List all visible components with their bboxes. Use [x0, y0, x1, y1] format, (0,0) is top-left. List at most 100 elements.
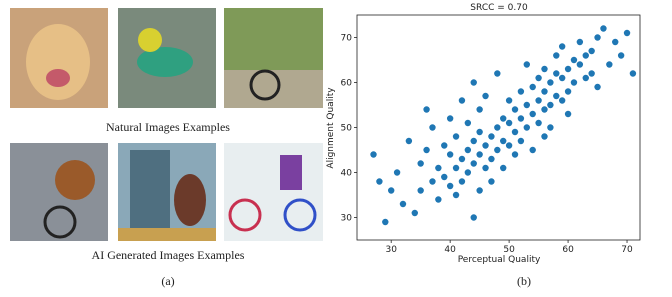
point [447, 151, 453, 157]
point [541, 133, 547, 139]
point [423, 106, 429, 112]
point [535, 97, 541, 103]
point [624, 30, 630, 36]
point [524, 124, 530, 130]
x-tick-label: 40 [444, 245, 456, 255]
x-tick-label: 60 [562, 245, 574, 255]
point [476, 187, 482, 193]
point [588, 70, 594, 76]
point [500, 115, 506, 121]
point [435, 165, 441, 171]
point [565, 88, 571, 94]
point [541, 106, 547, 112]
y-tick-label: 70 [341, 34, 353, 44]
point [429, 178, 435, 184]
point [571, 57, 577, 63]
figure: Natural Images Examples AI Generated Ima… [0, 0, 672, 292]
point [571, 79, 577, 85]
bird-image [137, 47, 193, 77]
y-tick-label: 40 [341, 169, 353, 179]
point [482, 165, 488, 171]
point [518, 138, 524, 144]
point [394, 169, 400, 175]
row-caption: Natural Images Examples [106, 120, 230, 134]
x-axis-label: Perceptual Quality [458, 255, 541, 265]
natural-images [10, 8, 323, 108]
point [583, 52, 589, 58]
point [417, 160, 423, 166]
x-tick-label: 50 [503, 245, 515, 255]
point [500, 165, 506, 171]
point [553, 70, 559, 76]
point [459, 97, 465, 103]
chart-title: SRCC = 0.70 [470, 3, 528, 13]
point [500, 138, 506, 144]
dog-image [26, 24, 90, 100]
point [465, 147, 471, 153]
point [465, 169, 471, 175]
point [547, 124, 553, 130]
point [535, 120, 541, 126]
point [553, 93, 559, 99]
point [453, 133, 459, 139]
point [594, 34, 600, 40]
point [441, 142, 447, 148]
point [506, 120, 512, 126]
point [588, 48, 594, 54]
point [453, 192, 459, 198]
point [482, 142, 488, 148]
point [518, 88, 524, 94]
y-tick-label: 50 [341, 124, 353, 134]
point [506, 142, 512, 148]
point [453, 165, 459, 171]
point [535, 75, 541, 81]
dog-image [46, 69, 70, 87]
point [471, 79, 477, 85]
point [541, 66, 547, 72]
bird-city-image [174, 174, 206, 226]
bird-image [138, 28, 162, 52]
point [559, 97, 565, 103]
point [488, 133, 494, 139]
point [612, 39, 618, 45]
point [417, 187, 423, 193]
bird-city-image [130, 150, 170, 230]
point [471, 160, 477, 166]
point [553, 52, 559, 58]
point [547, 79, 553, 85]
point [524, 61, 530, 67]
point [476, 129, 482, 135]
y-tick-label: 60 [341, 79, 353, 89]
bird-city-image [118, 228, 216, 241]
panel-label: (b) [517, 274, 531, 288]
point [406, 138, 412, 144]
point [382, 219, 388, 225]
point [376, 178, 382, 184]
point [524, 102, 530, 108]
point [512, 151, 518, 157]
point [441, 174, 447, 180]
cartoon-image [280, 155, 302, 190]
point [494, 147, 500, 153]
point [447, 115, 453, 121]
point [388, 187, 394, 193]
point [529, 111, 535, 117]
x-tick-label: 70 [621, 245, 633, 255]
x-tick-label: 30 [385, 245, 397, 255]
row-caption: AI Generated Images Examples [92, 248, 245, 262]
point [547, 102, 553, 108]
point [541, 88, 547, 94]
point [618, 52, 624, 58]
point [488, 156, 494, 162]
point [400, 201, 406, 207]
point [471, 214, 477, 220]
point [518, 115, 524, 121]
point [476, 106, 482, 112]
point [459, 156, 465, 162]
point [465, 120, 471, 126]
point [559, 75, 565, 81]
dog-bike-image [55, 160, 95, 200]
point [577, 39, 583, 45]
point [412, 210, 418, 216]
